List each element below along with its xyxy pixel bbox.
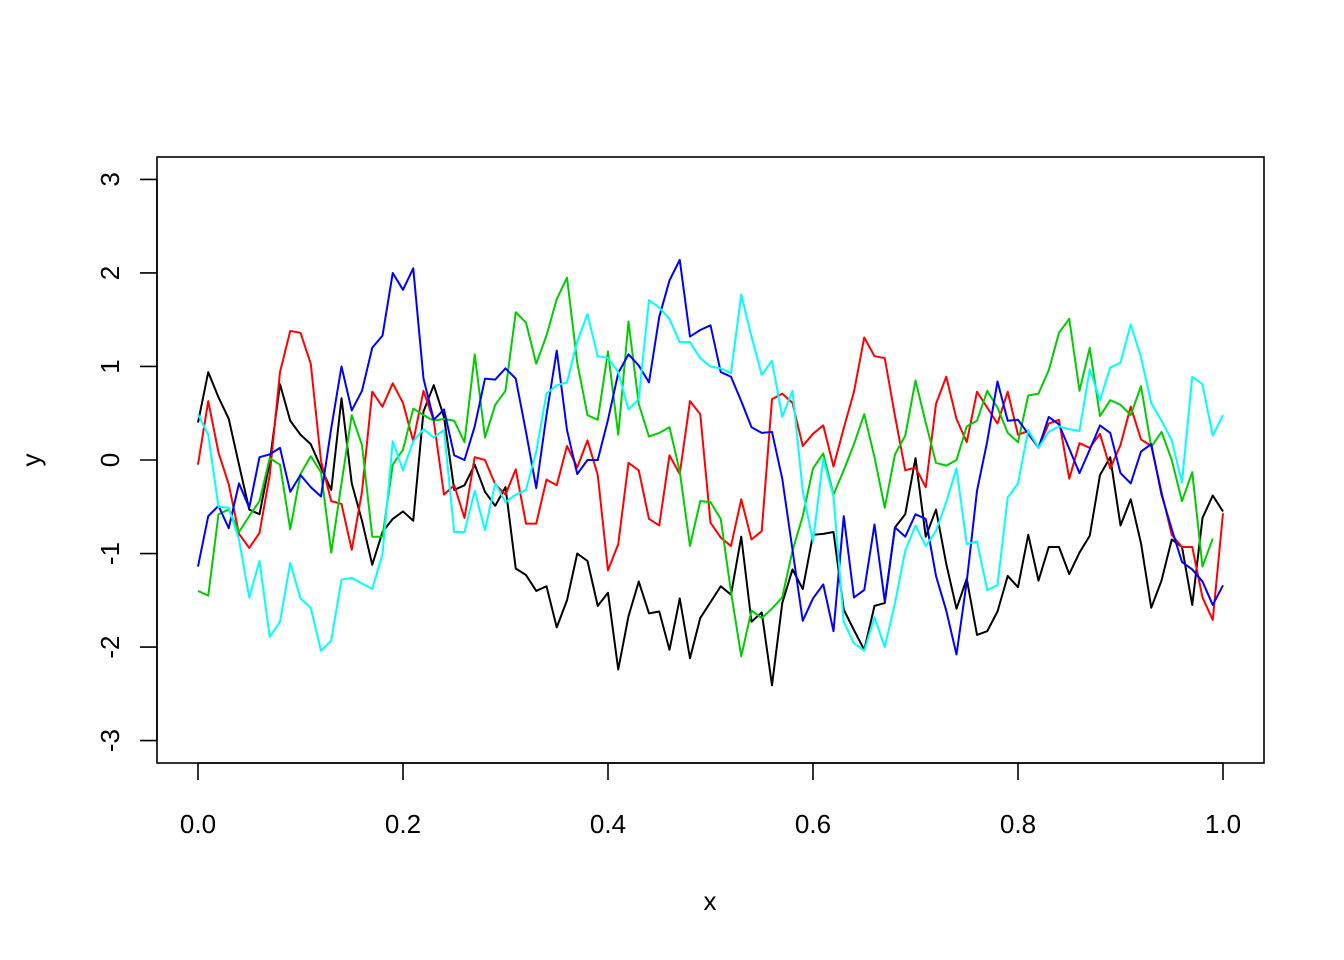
series-line-5: [197, 293, 1224, 652]
x-tick-label: 0.8: [1000, 809, 1036, 839]
x-axis-title: x: [704, 886, 717, 916]
x-tick-label: 0.4: [590, 809, 626, 839]
y-tick-label: 2: [95, 266, 125, 280]
y-axis: -3 -2 -1 0 1 2 3: [95, 172, 158, 752]
x-tick-label: 0.2: [385, 809, 421, 839]
series-line-4: [197, 258, 1224, 656]
y-tick-label: -3: [95, 729, 125, 752]
series-line-2: [197, 329, 1224, 621]
x-tick-label: 0.0: [180, 809, 216, 839]
series-line-3: [197, 276, 1214, 658]
x-tick-label: 1.0: [1205, 809, 1241, 839]
series-layer: [197, 258, 1224, 687]
y-tick-label: -2: [95, 635, 125, 658]
x-axis: 0.0 0.2 0.4 0.6 0.8 1.0: [180, 762, 1241, 839]
y-tick-label: 0: [95, 453, 125, 467]
y-tick-label: 1: [95, 359, 125, 373]
y-tick-label: -1: [95, 542, 125, 565]
x-tick-label: 0.6: [795, 809, 831, 839]
series-line-1: [197, 371, 1224, 687]
y-axis-title: y: [16, 454, 46, 467]
y-tick-label: 3: [95, 172, 125, 186]
plot-frame: [156, 156, 1265, 764]
